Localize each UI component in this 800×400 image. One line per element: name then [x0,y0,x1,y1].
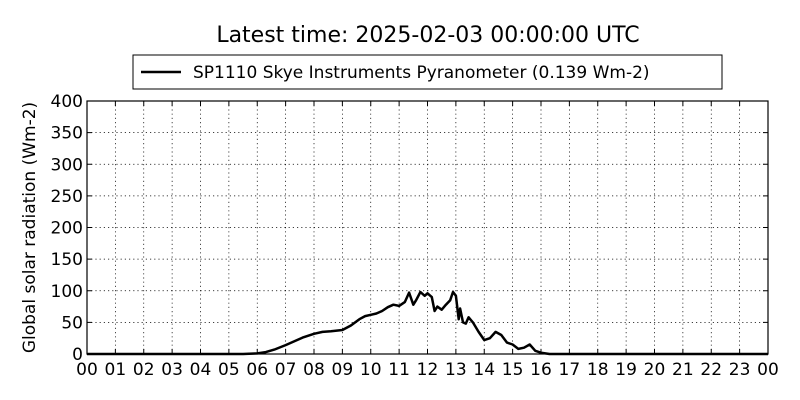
x-tick-label: 01 [105,360,127,380]
chart-title: Latest time: 2025-02-03 00:00:00 UTC [216,23,639,48]
x-tick-label: 13 [445,360,467,380]
x-tick-label: 12 [417,360,439,380]
legend-entry-label: SP1110 Skye Instruments Pyranometer (0.1… [193,63,650,83]
x-tick-label: 15 [502,360,524,380]
x-tick-label: 16 [530,360,552,380]
x-tick-label: 18 [587,360,609,380]
y-tick-label: 100 [51,282,83,302]
y-tick-label: 200 [51,219,83,239]
series-line-group [87,290,768,356]
y-tick-label: 400 [51,92,83,112]
legend-box [132,54,723,90]
x-tick-label: 00 [757,360,779,380]
x-tick-label: 07 [275,360,297,380]
y-tick-label: 50 [61,313,83,333]
x-tick-label: 03 [161,360,183,380]
x-tick-label: 09 [332,360,354,380]
x-tick-label: 05 [218,360,240,380]
legend: SP1110 Skye Instruments Pyranometer (0.1… [132,54,723,90]
x-tick-label: 14 [473,360,495,380]
x-tick-label: 06 [246,360,268,380]
y-tick-label: 150 [51,250,83,270]
x-tick-label: 17 [559,360,581,380]
x-tick-label: 10 [360,360,382,380]
x-axis-ticks: 00 01 02 03 04 05 06 07 08 09 10 11 12 13 14 15 16 17 18 19… [76,101,779,380]
x-tick-label: 04 [190,360,212,380]
series-line [87,290,768,356]
grid-lines [87,101,768,354]
y-tick-label: 0 [72,345,83,365]
y-axis-ticks: 0 50 100 150 200 250 300 350 400 [51,92,768,365]
x-tick-label: 02 [133,360,155,380]
y-axis-label: Global solar radiation (Wm-2) [20,102,40,353]
x-tick-label: 20 [644,360,666,380]
y-tick-label: 250 [51,187,83,207]
x-tick-label: 00 [76,360,98,380]
x-tick-label: 08 [303,360,325,380]
x-tick-label: 22 [700,360,722,380]
x-tick-label: 23 [729,360,751,380]
x-tick-label: 21 [672,360,694,380]
x-tick-label: 19 [615,360,637,380]
y-tick-label: 350 [51,124,83,144]
y-tick-label: 300 [51,155,83,175]
x-tick-label: 11 [388,360,410,380]
